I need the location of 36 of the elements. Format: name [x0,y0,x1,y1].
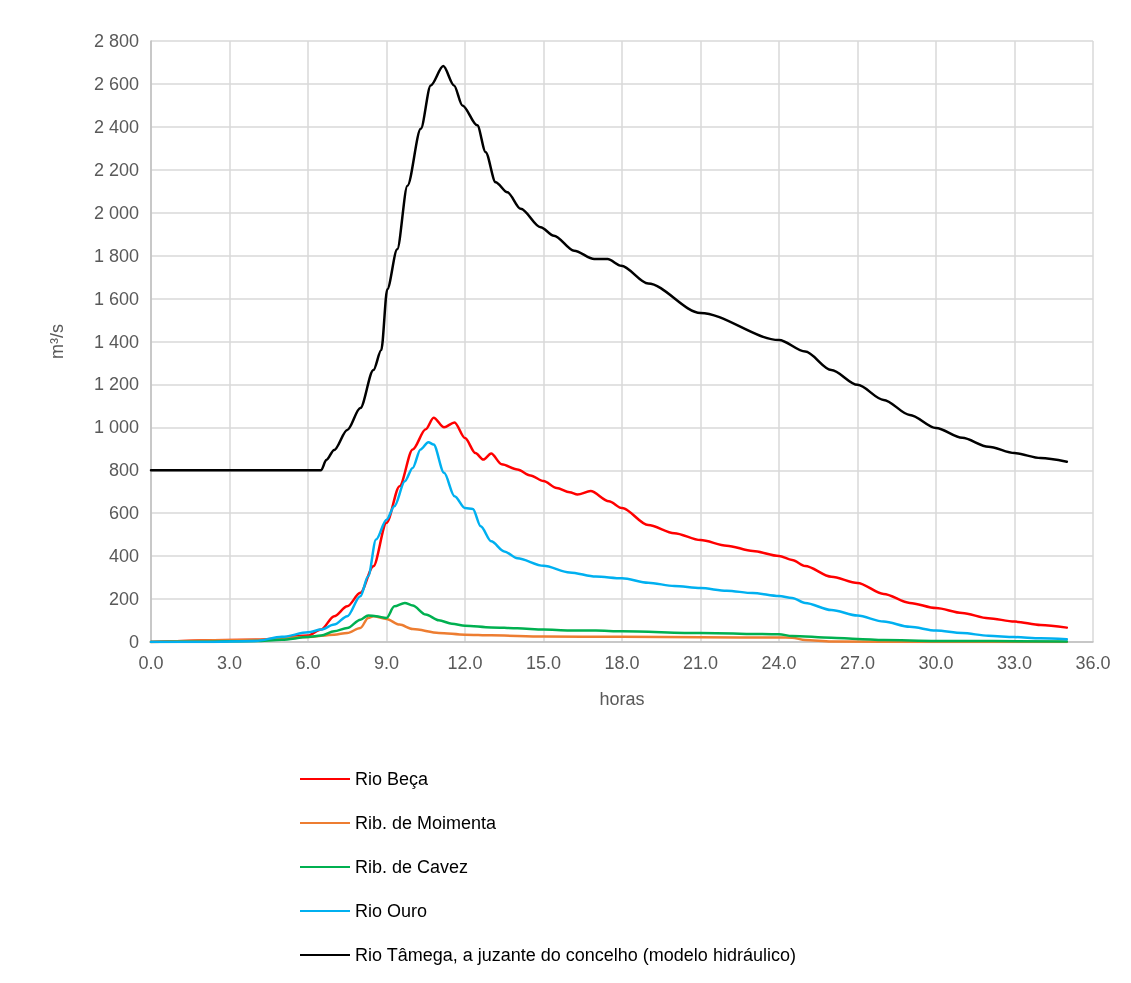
x-tick-label: 0.0 [138,653,164,673]
x-tick-label: 36.0 [1075,653,1111,673]
y-tick-label: 1 000 [93,417,139,438]
x-tick-label: 3.0 [216,653,243,673]
x-tick-label: 30.0 [918,653,954,673]
x-tick-label: 24.0 [761,653,797,673]
y-tick-label: 2 200 [93,159,139,180]
y-tick-label: 2 000 [93,202,139,223]
y-tick-label: 800 [108,460,139,481]
x-tick-label: 12.0 [447,653,483,673]
x-axis-title: horas [599,689,645,709]
x-tick-label: 21.0 [682,653,719,673]
y-tick-label: 1 200 [93,374,139,395]
x-tick-label: 18.0 [604,653,640,673]
x-tick-label: 15.0 [525,653,562,673]
y-tick-label: 200 [108,589,139,610]
y-tick-label: 1 400 [93,331,139,352]
y-tick-label: 600 [108,503,139,524]
x-tick-label: 6.0 [295,653,321,673]
y-tick-label: 1 600 [93,288,139,309]
y-tick-label: 400 [108,546,139,567]
x-tick-label: 9.0 [373,653,400,673]
legend-label: Rio Beça [355,769,430,789]
y-tick-label: 1 800 [93,245,139,266]
x-tick-label: 27.0 [839,653,876,673]
legend-label: Rio Tâmega, a juzante do concelho (modelo hidráulico) [355,945,796,965]
legend-label: Rio Ouro [355,901,428,921]
legend-label: Rib. de Cavez [355,857,469,877]
x-tick-label: 33.0 [996,653,1033,673]
line-series [149,64,1069,472]
y-tick-label: 2 800 [93,31,139,51]
y-tick-label: 0 [128,632,139,652]
y-tick-label: 2 400 [93,116,139,137]
y-axis-title: m³/s [47,324,67,359]
y-tick-label: 2 600 [93,73,139,94]
legend-label: Rib. de Moimenta [355,813,498,833]
